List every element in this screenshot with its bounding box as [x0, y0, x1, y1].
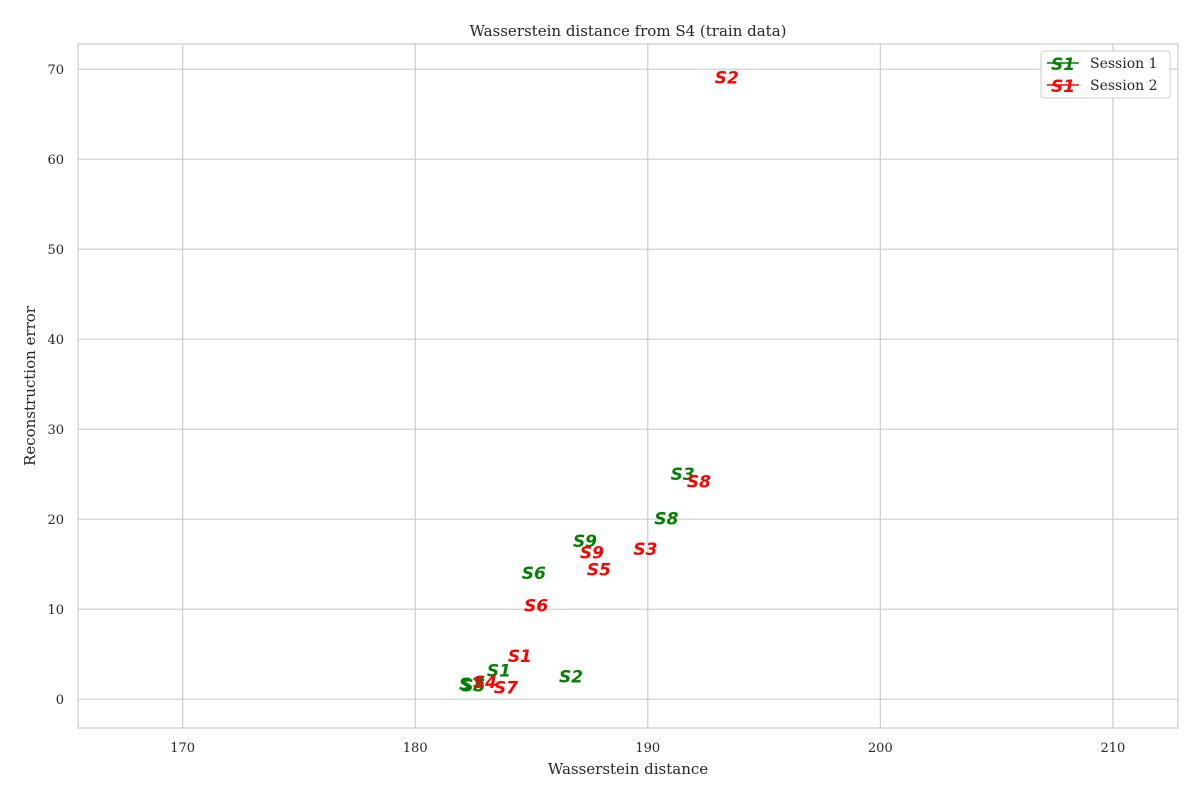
- data-point-session-2-s3: S3: [633, 540, 657, 560]
- data-point-session-2-s6: S6: [524, 597, 548, 617]
- y-tick-label: 10: [47, 603, 64, 618]
- data-point-session-1-s5: S5: [461, 677, 485, 697]
- data-point-session-2-s7: S7: [494, 679, 518, 699]
- data-point-session-2-s8: S8: [687, 472, 711, 492]
- plot-frame: [77, 43, 1179, 729]
- chart-title: Wasserstein distance from S4 (train data…: [469, 22, 786, 40]
- legend-label-session-1: Session 1: [1090, 56, 1158, 72]
- data-point-session-1-s7: S7: [459, 675, 483, 695]
- data-point-session-1-s6: S6: [522, 564, 546, 584]
- x-tick-label: 190: [635, 741, 660, 756]
- data-point-session-1-s8: S8: [654, 509, 678, 529]
- legend-marker-session-1: S1: [1051, 55, 1075, 75]
- y-tick-label: 30: [47, 423, 64, 438]
- y-tick-label: 50: [47, 243, 64, 258]
- legend-entry-session-1: S1 Session 1: [1047, 55, 1158, 75]
- y-tick-label: 20: [47, 513, 64, 528]
- x-tick-label: 180: [403, 741, 428, 756]
- data-point-session-1-s1: S1: [487, 661, 511, 681]
- data-point-session-1-s3: S3: [671, 465, 695, 485]
- data-point-session-2-s1: S1: [508, 647, 532, 667]
- legend-marker-session-2: S1: [1051, 77, 1075, 97]
- data-point-session-2-s4: S4: [473, 673, 497, 693]
- y-tick-label: 70: [47, 63, 64, 78]
- data-point-session-2-s2: S2: [715, 68, 739, 88]
- legend: S1 Session 1 S1 Session 2: [1040, 50, 1171, 99]
- data-point-session-2-s9: S9: [580, 544, 604, 564]
- data-point-session-2-s5: S5: [587, 561, 611, 581]
- data-point-session-1-s9: S9: [573, 532, 597, 552]
- x-tick-label: 200: [868, 741, 893, 756]
- legend-label-session-2: Session 2: [1090, 78, 1158, 94]
- x-tick-label: 170: [170, 741, 195, 756]
- data-point-session-1-s2: S2: [559, 668, 583, 688]
- x-axis-label: Wasserstein distance: [548, 760, 708, 778]
- y-tick-label: 60: [47, 153, 64, 168]
- tick-labels: 170 180 190 200 210 0 10 20 30 40 50 60 70: [47, 63, 1125, 756]
- y-tick-label: 0: [56, 693, 64, 708]
- legend-entry-session-2: S1 Session 2: [1047, 77, 1158, 97]
- y-axis-label: Reconstruction error: [21, 305, 39, 466]
- x-tick-label: 210: [1100, 741, 1125, 756]
- grid-layer: [78, 44, 1178, 728]
- y-tick-label: 40: [47, 333, 64, 348]
